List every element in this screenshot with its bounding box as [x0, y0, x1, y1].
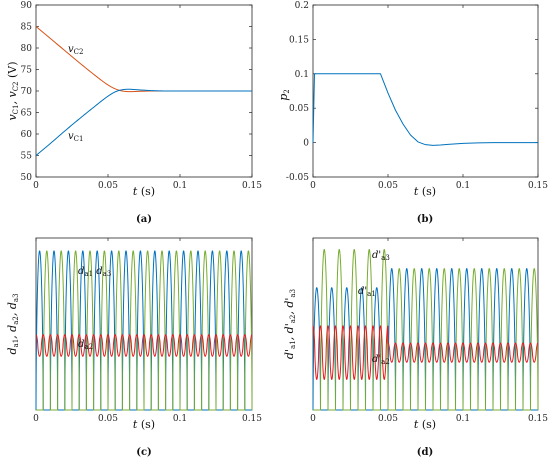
panel-b-label: (b) [417, 214, 433, 225]
panel-a-annotation-vc2: vC2 [68, 44, 83, 56]
panel-d-xtick-label: 0.15 [528, 414, 548, 424]
panel-a-xtick-label: 0.05 [98, 181, 118, 191]
panel-d-annotation-da2: d'a2 [372, 354, 390, 366]
panel-d-lines [312, 248, 539, 411]
panel-a-ytick-label: 85 [21, 23, 33, 33]
panel-b-xtick-label: 0 [310, 181, 316, 191]
panel-b-ytick-label: 0.15 [289, 35, 309, 45]
panel-b-lines [312, 73, 538, 146]
panel-b-ytick-label: 0 [303, 139, 309, 149]
panel-d-xtick-label: 0.1 [456, 414, 470, 424]
panel-d: 0 0.05 0.1 0.15 d'a3 d'a1 d'a2 t (s) d'a1, … [283, 237, 548, 458]
panel-c-ylabel: da1, da2, da3 [6, 293, 20, 354]
panel-b-ytick-label: 0.2 [295, 1, 309, 11]
panel-d-annotation-da3: d'a3 [372, 250, 390, 262]
panel-c-xtick-label: 0.05 [98, 414, 118, 424]
panel-a-ytick-label: 70 [21, 87, 33, 97]
panel-c-xlabel: t (s) [133, 418, 155, 431]
panel-a-ytick-label: 50 [21, 173, 33, 183]
panel-b-xlabel: t (s) [414, 185, 436, 198]
panel-c-series-da2 [35, 334, 253, 357]
panel-a-ticks: 0 0.05 0.1 0.15 50 55 60 65 70 75 80 85 90 [21, 1, 263, 191]
panel-a-lines [35, 26, 252, 156]
panel-a-xtick-label: 0 [33, 181, 39, 191]
panel-b-ylabel: p2 [277, 89, 291, 101]
panel-b-xtick-label: 0.05 [378, 181, 398, 191]
panel-a-ylabel: vC1, vC2 (V) [6, 61, 20, 120]
panel-d-series-dpa2 [312, 325, 539, 380]
panel-c-xtick-label: 0 [33, 414, 39, 424]
panel-d-annotation-da1: d'a1 [358, 286, 376, 298]
panel-d-ticks: 0 0.05 0.1 0.15 [310, 238, 548, 424]
panel-d-xlabel: t (s) [414, 418, 436, 431]
panel-d-label: (d) [417, 447, 433, 458]
panel-d-ylabel: d'a1, d'a2, d'a3 [283, 289, 297, 359]
panel-d-xtick-label: 0 [310, 414, 316, 424]
panel-c-lines [35, 250, 253, 411]
panel-a: 0 0.05 0.1 0.15 50 55 60 65 70 75 80 85 90 vC2 vC1 t… [6, 1, 262, 225]
panel-b-plot-area [312, 4, 539, 178]
panel-d-xtick-label: 0.05 [378, 414, 398, 424]
panel-a-ytick-label: 90 [21, 1, 33, 11]
panel-b-xtick-label: 0.1 [456, 181, 470, 191]
panel-c-xtick-label: 0.1 [173, 414, 187, 424]
panel-d-series-dpa3 [312, 248, 539, 411]
panel-b-series-p2 [312, 73, 538, 146]
panel-c-label: (c) [136, 447, 152, 458]
panel-a-ytick-label: 55 [21, 152, 33, 162]
panel-a-ytick-label: 80 [21, 44, 33, 54]
panel-a-ytick-label: 75 [21, 66, 33, 76]
panel-a-series-vc2 [35, 26, 252, 93]
panel-a-xtick-label: 0.15 [242, 181, 262, 191]
panel-c-series-da3 [35, 250, 253, 411]
panel-a-annotation-vc1: vC1 [68, 131, 83, 143]
panel-a-xtick-label: 0.1 [173, 181, 187, 191]
panel-b-ytick-label: 0.05 [289, 104, 309, 114]
panel-a-ytick-label: 60 [21, 130, 33, 140]
panel-a-series-vc1 [35, 88, 252, 156]
panel-b-ytick-label: 0.1 [295, 70, 309, 80]
panel-b-xtick-label: 0.15 [528, 181, 548, 191]
panel-a-ytick-label: 65 [21, 109, 33, 119]
panel-c: 0 0.05 0.1 0.15 da1 da3 da2 t (s) da1, da2,… [6, 237, 262, 458]
panel-b-ytick-label: -0.05 [286, 173, 309, 183]
panel-c-xtick-label: 0.15 [242, 414, 262, 424]
panel-a-xlabel: t (s) [133, 185, 155, 198]
panel-a-label: (a) [136, 214, 152, 225]
